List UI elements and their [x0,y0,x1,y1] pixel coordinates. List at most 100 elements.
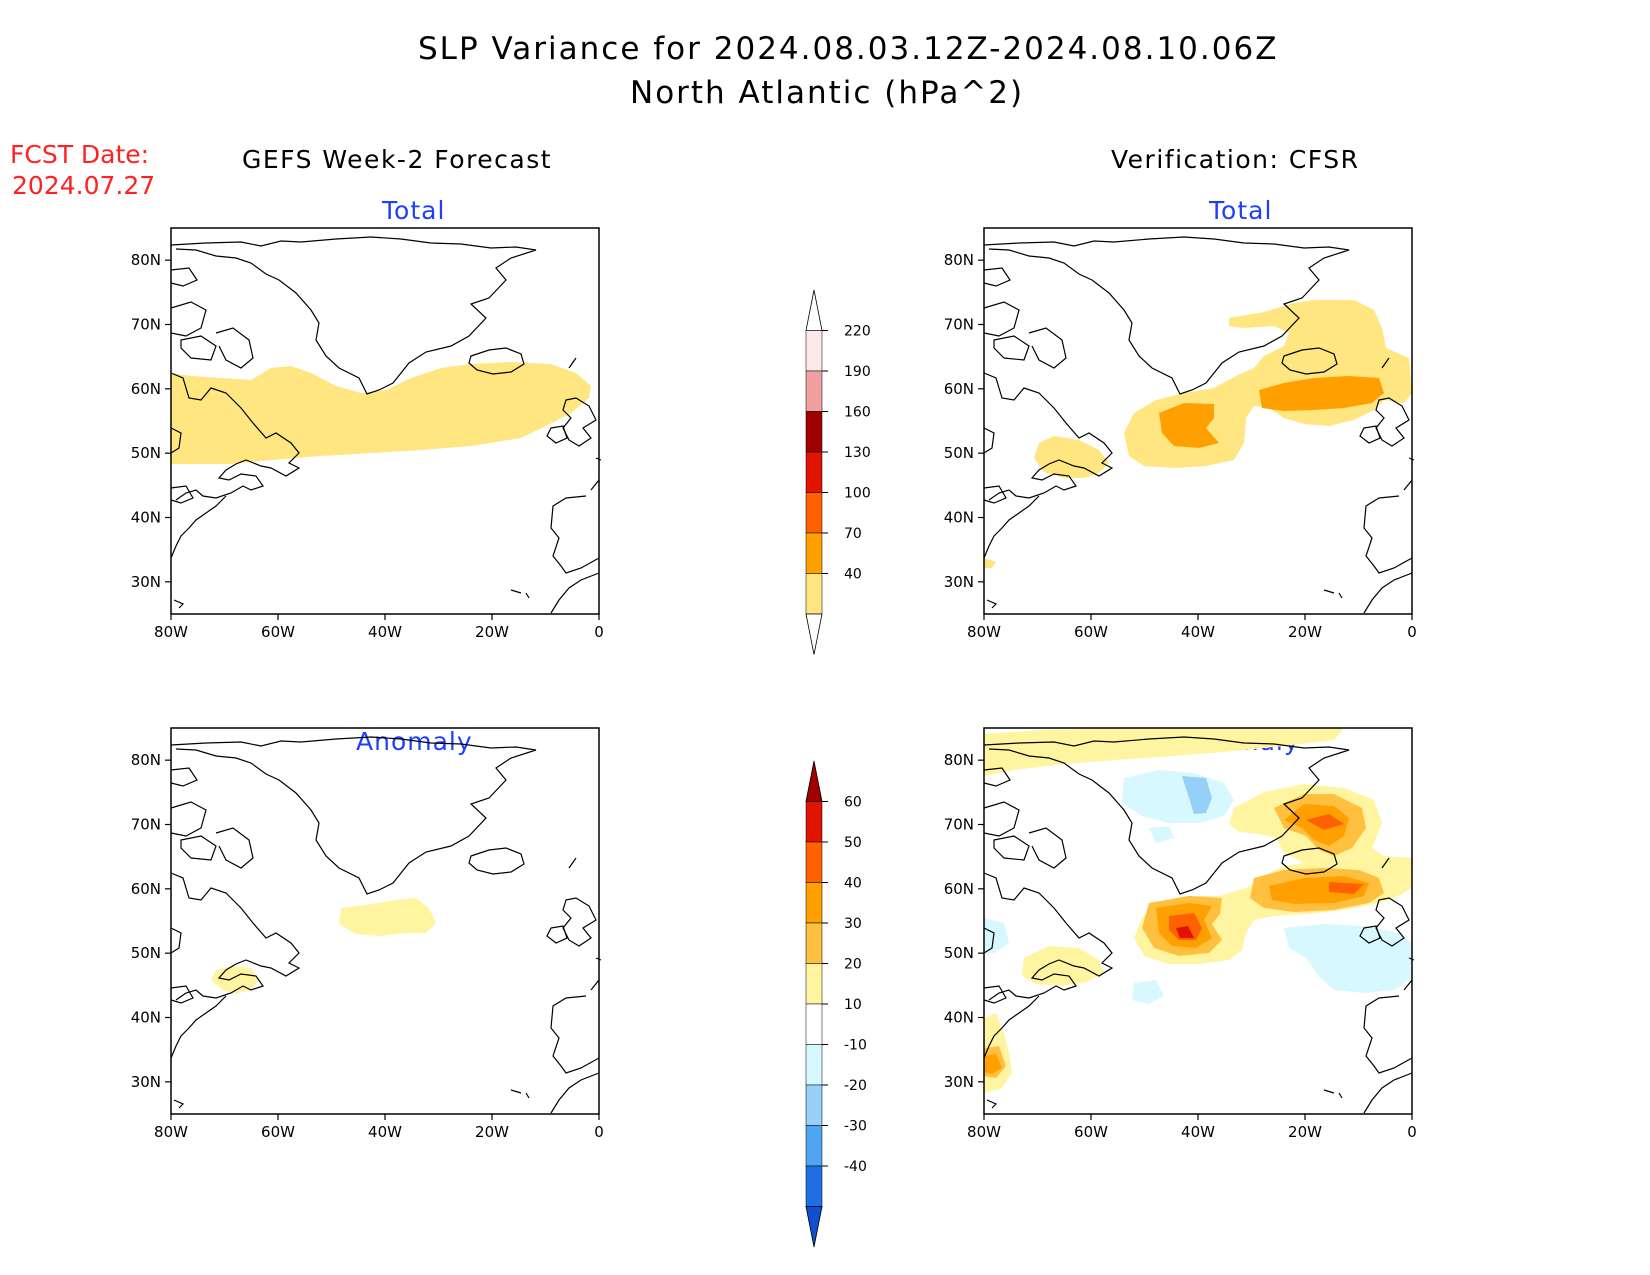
lon-tick-label: 0 [594,623,604,641]
lon-tick-label: 0 [594,1123,604,1141]
colorbar-segment [805,370,823,412]
colorbar-label: 60 [844,795,862,811]
lon-tick-label: 80W [967,623,1001,641]
lat-tick-label: 40N [131,1009,161,1027]
colorbar-label: 160 [844,405,871,421]
lat-tick-label: 50N [944,944,974,962]
colorbar-label: 220 [844,324,871,340]
shaded-region [1149,826,1174,843]
lon-tick-label: 40W [1181,623,1215,641]
lat-tick-label: 40N [131,509,161,527]
lat-tick-label: 30N [131,573,161,591]
panel-title-forecast-anomaly: Anomaly [356,727,473,756]
shaded-region [1182,776,1212,814]
colorbar-label: 20 [844,957,862,973]
colorbar-label: 70 [844,526,862,542]
colorbar-anomaly: 60 50 40 30 20 10 -10 -20 -30 -40 [805,760,867,1248]
right-column-heading: Verification: CFSR [1111,145,1360,174]
lat-tick-label: 60N [944,880,974,898]
lat-tick-label: 60N [944,380,974,398]
lon-tick-label: 80W [154,1123,188,1141]
lon-tick-label: 20W [475,1123,509,1141]
shaded-region [984,728,1344,776]
colorbar-label: -20 [844,1078,867,1094]
lon-tick-label: 60W [1074,1123,1108,1141]
colorbar-total: 220 190 160 130 100 70 40 [805,289,871,655]
lon-tick-label: 40W [368,623,402,641]
lat-tick-label: 60N [131,380,161,398]
colorbar-label: 190 [844,364,871,380]
lon-tick-label: 20W [1288,1123,1322,1141]
shaded-region [1034,436,1109,478]
lat-tick-label: 30N [944,573,974,591]
colorbar-label: 130 [844,445,871,461]
lon-tick-label: 40W [1181,1123,1215,1141]
colorbar-top-triangle [805,289,823,331]
lat-tick-label: 80N [131,751,161,769]
shaded-region [1159,403,1219,448]
lon-tick-label: 80W [967,1123,1001,1141]
colorbar-segment [805,573,823,615]
colorbar-segment [805,801,823,843]
lat-tick-label: 30N [944,1073,974,1091]
colorbar-bottom-triangle [805,1206,823,1248]
shaded-region [1329,882,1364,894]
shaded-region [984,918,1009,953]
colorbar-segment [805,1125,823,1167]
lat-tick-label: 40N [944,1009,974,1027]
lon-tick-label: 60W [261,623,295,641]
lat-tick-label: 80N [131,251,161,269]
colorbar-label: 10 [844,997,862,1013]
colorbar-label: 30 [844,916,862,932]
forecast-date-value: 2024.07.27 [12,171,156,200]
map-forecast-total [170,227,602,615]
lat-tick-label: 60N [131,880,161,898]
colorbar-label: 100 [844,486,871,502]
lat-tick-label: 70N [944,316,974,334]
shaded-region [1259,376,1384,411]
colorbar-segment [805,963,823,1005]
lat-tick-label: 30N [131,1073,161,1091]
lon-tick-label: 20W [1288,623,1322,641]
lon-tick-label: 40W [368,1123,402,1141]
colorbar-label: -10 [844,1038,867,1054]
lat-tick-label: 70N [944,816,974,834]
forecast-date-label: FCST Date: [10,140,150,169]
shaded-region [171,362,591,464]
lon-tick-label: 0 [1407,1123,1417,1141]
colorbar-segment [805,841,823,883]
map-verification-total [983,227,1415,615]
colorbar-segment [805,330,823,372]
colorbar-segment [805,532,823,574]
main-title-line1: SLP Variance for 2024.08.03.12Z-2024.08.… [418,31,1279,67]
lat-tick-label: 40N [944,509,974,527]
colorbar-label: 40 [844,567,862,583]
lat-tick-label: 70N [131,316,161,334]
lon-tick-label: 60W [1074,623,1108,641]
left-column-heading: GEFS Week-2 Forecast [242,145,553,174]
lon-tick-label: 60W [261,1123,295,1141]
colorbar-top-triangle [805,760,823,802]
lat-tick-label: 50N [131,444,161,462]
colorbar-segment [805,411,823,453]
panel-title-forecast-total: Total [382,196,446,225]
shaded-region [1306,814,1344,830]
colorbar-segment [805,1044,823,1086]
shaded-region [1284,924,1412,993]
shaded-region [984,558,996,568]
lat-tick-label: 50N [944,444,974,462]
colorbar-segment [805,1003,823,1045]
map-forecast-anomaly [170,727,602,1115]
colorbar-segment [805,882,823,924]
colorbar-bottom-triangle [805,613,823,655]
colorbar-segment [805,1084,823,1126]
shaded-region [339,898,436,936]
colorbar-segment [805,492,823,534]
shaded-region [1022,946,1104,986]
main-title-line2: North Atlantic (hPa^2) [630,75,1025,111]
shaded-region [1132,980,1164,1004]
colorbar-label: -30 [844,1119,867,1135]
shaded-region [1176,926,1194,938]
map-verification-anomaly [983,727,1415,1115]
